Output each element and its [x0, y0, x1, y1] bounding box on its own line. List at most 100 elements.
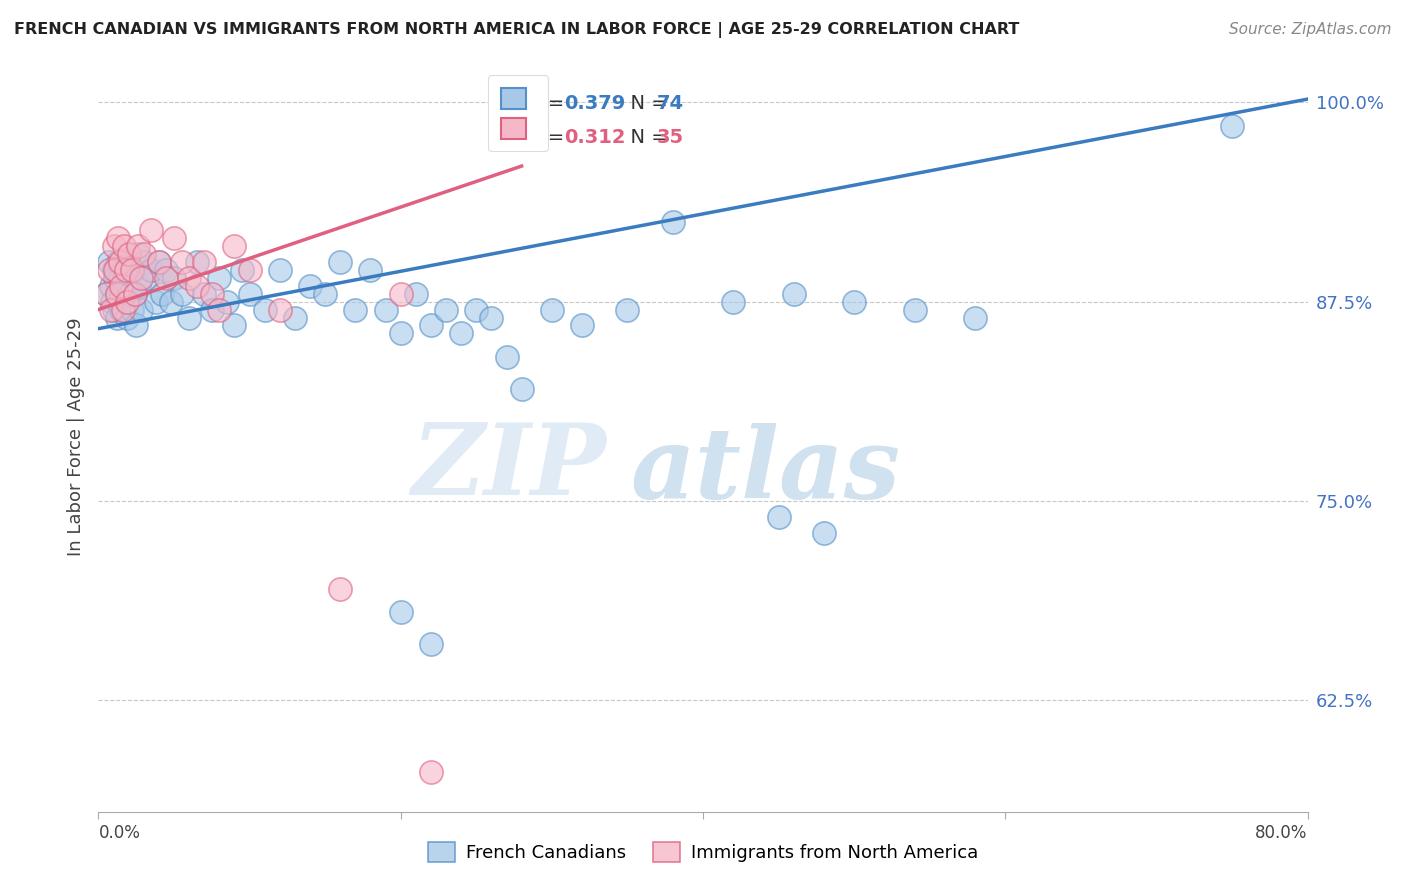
- Point: [344, 302, 367, 317]
- Point: [201, 286, 224, 301]
- Point: [193, 254, 215, 268]
- Point: [284, 310, 307, 325]
- Point: [299, 278, 322, 293]
- Point: [231, 262, 253, 277]
- Point: [224, 318, 246, 333]
- Text: R =: R =: [527, 128, 571, 147]
- Text: ZIP: ZIP: [412, 419, 606, 516]
- Point: [239, 286, 262, 301]
- Point: [389, 606, 412, 620]
- Point: [160, 294, 183, 309]
- Text: 74: 74: [657, 95, 685, 113]
- Text: atlas: atlas: [630, 423, 900, 519]
- Point: [107, 231, 129, 245]
- Point: [215, 294, 238, 309]
- Point: [128, 278, 150, 293]
- Point: [616, 302, 638, 317]
- Point: [179, 270, 201, 285]
- Point: [1220, 119, 1243, 133]
- Text: 0.0%: 0.0%: [98, 824, 141, 842]
- Point: [148, 254, 170, 268]
- Point: [122, 262, 145, 277]
- Point: [120, 286, 142, 301]
- Point: [420, 637, 443, 651]
- Point: [107, 254, 129, 268]
- Point: [329, 254, 352, 268]
- Point: [163, 231, 186, 245]
- Point: [141, 262, 163, 277]
- Point: [965, 310, 987, 325]
- Point: [389, 286, 412, 301]
- Point: [112, 239, 135, 253]
- Point: [314, 286, 336, 301]
- Point: [783, 286, 806, 301]
- Point: [118, 254, 141, 268]
- Point: [105, 286, 128, 301]
- Point: [844, 294, 866, 309]
- Point: [239, 262, 262, 277]
- Point: [420, 318, 443, 333]
- Point: [94, 286, 117, 301]
- Point: [103, 302, 125, 317]
- Point: [420, 764, 443, 779]
- Point: [110, 278, 132, 293]
- Point: [155, 262, 177, 277]
- Point: [723, 294, 745, 309]
- Point: [127, 239, 149, 253]
- Point: [114, 294, 136, 309]
- Y-axis label: In Labor Force | Age 25-29: In Labor Force | Age 25-29: [66, 318, 84, 557]
- Point: [510, 382, 533, 396]
- Point: [105, 310, 128, 325]
- Point: [186, 278, 208, 293]
- Point: [179, 310, 201, 325]
- Point: [170, 286, 193, 301]
- Point: [118, 246, 141, 260]
- Point: [108, 254, 131, 268]
- Point: [208, 270, 231, 285]
- Point: [389, 326, 412, 341]
- Point: [107, 294, 129, 309]
- Point: [98, 262, 121, 277]
- Point: [150, 286, 173, 301]
- Point: [145, 294, 167, 309]
- Legend: French Canadians, Immigrants from North America: French Canadians, Immigrants from North …: [420, 834, 986, 870]
- Point: [111, 302, 134, 317]
- Legend: , : ,: [488, 75, 548, 152]
- Point: [135, 270, 157, 285]
- Text: R =: R =: [527, 95, 571, 113]
- Point: [813, 525, 835, 540]
- Point: [124, 286, 146, 301]
- Point: [201, 302, 224, 317]
- Point: [112, 278, 135, 293]
- Point: [465, 302, 488, 317]
- Point: [108, 270, 131, 285]
- Point: [571, 318, 593, 333]
- Point: [193, 286, 215, 301]
- Point: [115, 294, 138, 309]
- Point: [155, 270, 177, 285]
- Point: [163, 270, 186, 285]
- Point: [100, 302, 122, 317]
- Point: [110, 302, 132, 317]
- Point: [104, 270, 127, 285]
- Point: [124, 286, 146, 301]
- Text: 80.0%: 80.0%: [1256, 824, 1308, 842]
- Point: [101, 294, 124, 309]
- Point: [114, 262, 136, 277]
- Point: [105, 286, 128, 301]
- Point: [121, 302, 143, 317]
- Point: [100, 278, 122, 293]
- Point: [115, 310, 138, 325]
- Point: [129, 270, 152, 285]
- Text: 0.379: 0.379: [564, 95, 626, 113]
- Point: [104, 262, 127, 277]
- Point: [186, 254, 208, 268]
- Point: [450, 326, 472, 341]
- Text: 35: 35: [657, 128, 685, 147]
- Point: [434, 302, 457, 317]
- Point: [94, 286, 117, 301]
- Text: N =: N =: [619, 95, 675, 113]
- Point: [132, 246, 155, 260]
- Point: [329, 582, 352, 596]
- Point: [661, 215, 683, 229]
